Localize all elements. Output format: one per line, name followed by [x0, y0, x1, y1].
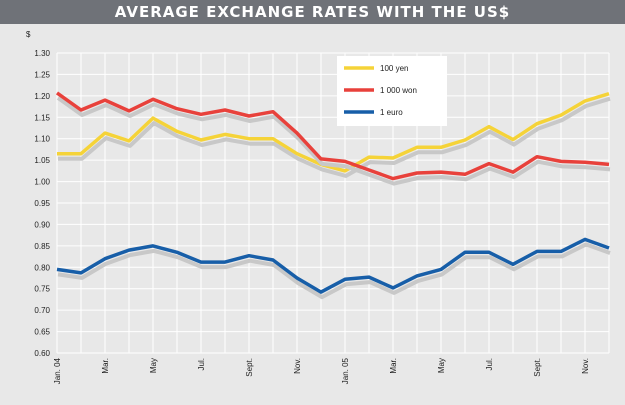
grid-lines	[56, 52, 610, 354]
series-shadow-line	[57, 242, 611, 300]
series-line-0	[57, 92, 610, 173]
legend-label: 100 yen	[380, 64, 408, 73]
y-tick-label: 0.70	[34, 306, 50, 315]
y-tick-label: 0.75	[34, 285, 50, 294]
x-tick-label: May	[149, 358, 158, 373]
series-shadow-line	[58, 96, 611, 178]
x-tick-label: Sept.	[533, 358, 542, 377]
y-tick-label: 1.30	[34, 49, 50, 58]
y-tick-label: 1.15	[34, 113, 50, 122]
y-axis-label: $	[26, 30, 31, 39]
y-tick-label: 1.25	[34, 70, 50, 79]
y-tick-label: 1.00	[34, 178, 50, 187]
y-axis-ticks: 0.60 0.65 0.70 0.75 0.80 0.85 0.90 0.95 1.00 1.05…	[34, 49, 50, 358]
series-line-1	[55, 91, 610, 181]
series-lines	[55, 91, 611, 300]
legend-label: 1 euro	[380, 108, 403, 117]
y-tick-label: 0.85	[34, 242, 50, 251]
x-tick-label: Sept.	[245, 358, 254, 377]
x-axis-ticks: Jan. 04 Mar. May Jul. Sept. Nov. Jan. 05 Mar. Ma…	[53, 357, 590, 384]
y-tick-label: 0.95	[34, 199, 50, 208]
y-tick-label: 1.05	[34, 156, 50, 165]
y-tick-label: 0.65	[34, 328, 50, 337]
x-tick-label: May	[437, 358, 446, 373]
y-tick-label: 0.60	[34, 349, 50, 358]
y-tick-label: 0.80	[34, 263, 50, 272]
legend: 100 yen 1 000 won 1 euro	[337, 56, 447, 126]
series-line-2	[56, 237, 610, 294]
x-tick-label: Mar.	[389, 358, 398, 374]
chart-title: AVERAGE EXCHANGE RATES WITH THE US$	[0, 0, 625, 24]
chart-area: 0.60 0.65 0.70 0.75 0.80 0.85 0.90 0.95 1.00 1.05…	[0, 24, 625, 405]
y-tick-label: 0.90	[34, 220, 50, 229]
y-tick-label: 1.20	[34, 92, 50, 101]
x-tick-label: Nov.	[581, 358, 590, 374]
x-tick-label: Mar.	[101, 358, 110, 374]
x-tick-label: Jul.	[485, 358, 494, 370]
legend-label: 1 000 won	[380, 86, 417, 95]
x-tick-label: Nov.	[293, 358, 302, 374]
x-tick-label: Jan. 04	[53, 357, 62, 384]
x-tick-label: Jan. 05	[341, 357, 350, 384]
x-tick-label: Jul.	[197, 358, 206, 370]
y-tick-label: 1.10	[34, 135, 50, 144]
exchange-rate-chart: 0.60 0.65 0.70 0.75 0.80 0.85 0.90 0.95 1.00 1.05…	[26, 30, 611, 384]
series-shadow-line	[56, 96, 611, 186]
